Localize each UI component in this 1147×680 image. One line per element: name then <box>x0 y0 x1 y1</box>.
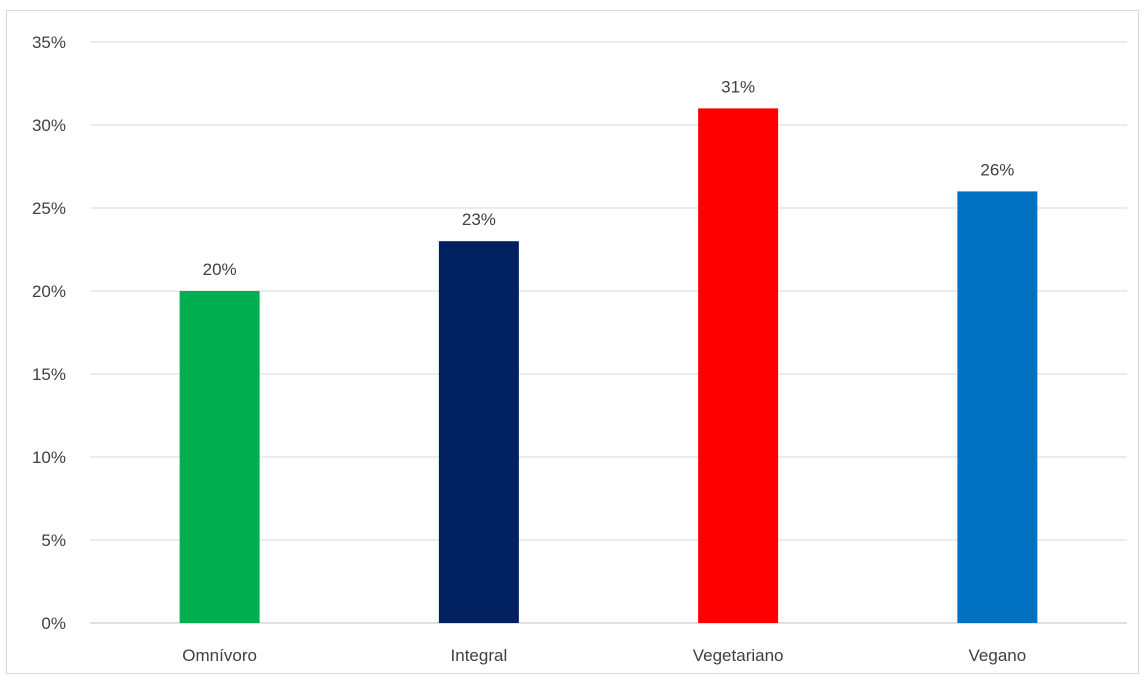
data-labels: 20% 23% 31% 26% <box>203 77 1015 279</box>
bar-vegano <box>957 191 1038 623</box>
x-category-label: Integral <box>451 646 508 665</box>
x-category-label: Vegetariano <box>693 646 784 665</box>
gridlines <box>90 41 1127 624</box>
bar-vegetariano <box>698 108 779 623</box>
bar-integral <box>438 241 519 623</box>
x-category-label: Omnívoro <box>182 646 257 665</box>
y-axis-tick-labels: 0% 5% 10% 15% 20% 25% 30% 35% <box>32 33 66 633</box>
y-tick-label: 20% <box>32 282 66 301</box>
data-label: 20% <box>203 260 237 279</box>
y-tick-label: 15% <box>32 365 66 384</box>
y-tick-label: 5% <box>41 531 66 550</box>
x-axis-category-labels: Omnívoro Integral Vegetariano Vegano <box>182 646 1026 665</box>
data-label: 26% <box>980 160 1014 179</box>
y-tick-label: 30% <box>32 116 66 135</box>
bar-omnivoro <box>179 291 260 623</box>
bars <box>179 108 1038 623</box>
data-label: 31% <box>721 77 755 96</box>
x-category-label: Vegano <box>969 646 1027 665</box>
y-tick-label: 25% <box>32 199 66 218</box>
y-tick-label: 10% <box>32 448 66 467</box>
y-tick-label: 0% <box>41 614 66 633</box>
y-tick-label: 35% <box>32 33 66 52</box>
data-label: 23% <box>462 210 496 229</box>
